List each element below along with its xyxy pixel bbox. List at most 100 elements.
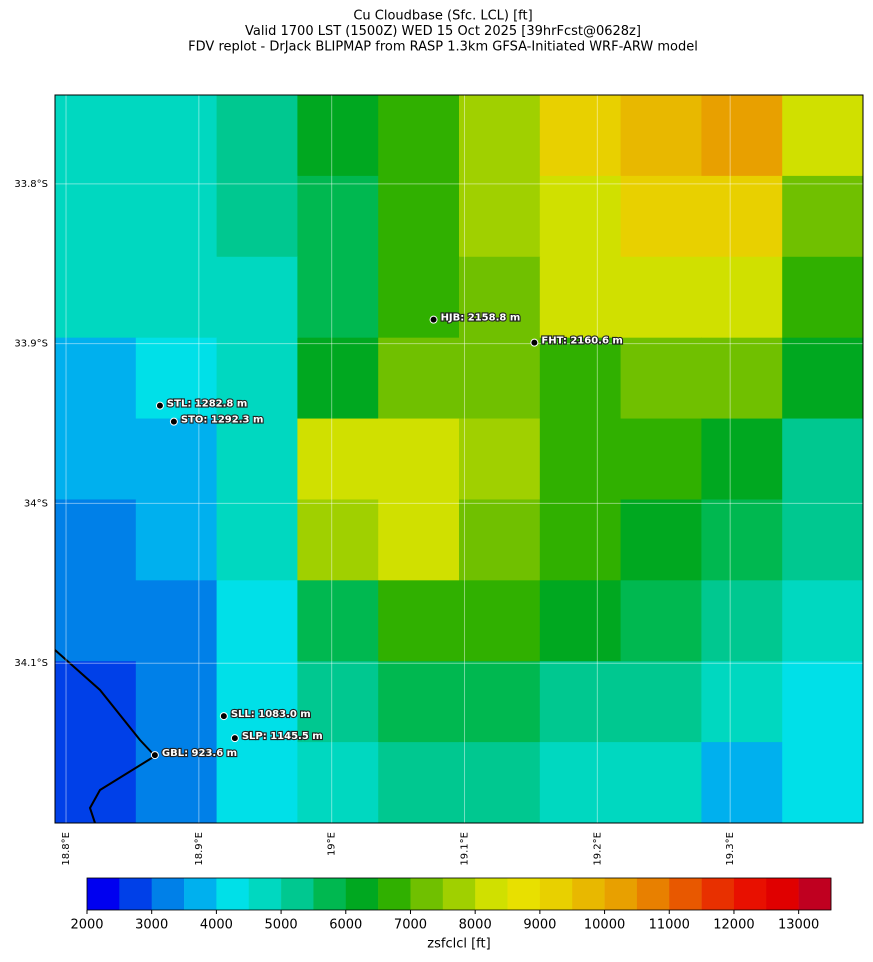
colorbar-tick-label: 11000 <box>649 918 690 933</box>
field-cell <box>620 499 702 581</box>
colorbar-swatch <box>701 878 735 910</box>
station-label: GBL: 923.6 m <box>162 748 237 759</box>
colorbar-tick-label: 2000 <box>70 918 103 933</box>
station-marker <box>155 401 164 410</box>
lon-tick-label: 19°E <box>327 832 338 856</box>
lat-tick-label: 34°S <box>24 498 48 509</box>
station-marker <box>530 338 539 347</box>
lat-tick-label: 34.1°S <box>14 658 48 669</box>
field-cell <box>55 499 137 581</box>
field-cell <box>378 661 460 743</box>
field-cell <box>378 175 460 258</box>
colorbar-swatch <box>766 878 799 910</box>
field-cell <box>55 337 137 420</box>
field-cell <box>701 418 783 500</box>
field-cell <box>297 742 379 824</box>
colorbar-swatch <box>313 878 347 910</box>
field-cell <box>135 580 218 662</box>
field-cell <box>539 661 622 743</box>
field-cell <box>459 661 541 743</box>
colorbar-swatch <box>442 878 476 910</box>
field-cell <box>459 580 541 662</box>
colorbar-tick-label: 10000 <box>584 918 625 933</box>
station-marker <box>169 417 178 426</box>
lon-tick-label: 19.2°E <box>592 832 603 866</box>
field-cell <box>378 337 460 420</box>
field-cell <box>701 580 783 662</box>
colorbar-swatch <box>151 878 185 910</box>
field-cell <box>297 337 379 420</box>
field-cell <box>55 256 137 339</box>
field-cell <box>135 661 218 743</box>
colorbar-tick-label: 3000 <box>135 918 168 933</box>
field-cell <box>620 256 702 339</box>
colorbar-swatch <box>604 878 638 910</box>
colorbar-swatch <box>539 878 573 910</box>
colorbar-label: zsfclcl [ft] <box>427 937 490 952</box>
station-label: SLP: 1145.5 m <box>242 731 323 742</box>
field-cell <box>620 580 702 662</box>
field-cell <box>701 742 783 824</box>
field-cell <box>216 661 298 743</box>
field-cell <box>135 175 218 258</box>
field-cell <box>620 337 702 420</box>
colorbar-swatch <box>87 878 120 910</box>
field-cell <box>297 95 379 177</box>
field-cell <box>539 256 622 339</box>
field-cell <box>701 95 783 177</box>
field-cell <box>135 337 218 420</box>
colorbar-tick-label: 4000 <box>200 918 233 933</box>
field-cell <box>216 499 298 581</box>
field-cell <box>782 499 864 581</box>
colorbar-swatch <box>345 878 379 910</box>
field-cell <box>701 337 783 420</box>
field-cell <box>701 661 783 743</box>
field-cell <box>135 418 218 500</box>
colorbar-swatch <box>410 878 444 910</box>
field-cell <box>620 175 702 258</box>
field-cell <box>55 175 137 258</box>
map-frame <box>54 94 864 824</box>
field-cell <box>782 337 864 420</box>
field-cell <box>620 418 702 500</box>
colorbar-frame <box>86 877 832 911</box>
field-cell <box>620 661 702 743</box>
lat-tick-label: 33.9°S <box>14 339 48 350</box>
colorbar-swatch <box>636 878 670 910</box>
colorbar-swatch <box>475 878 508 910</box>
lon-tick-label: 18.9°E <box>194 832 205 866</box>
field-cell <box>216 337 298 420</box>
station-label: STO: 1292.3 m <box>181 415 264 426</box>
station-label: STL: 1282.8 m <box>167 399 247 410</box>
field-cell <box>782 95 864 177</box>
station-label: HJB: 2158.8 m <box>441 313 521 324</box>
colorbar-tick-label: 7000 <box>394 918 427 933</box>
title-line: Cu Cloudbase (Sfc. LCL) [ft] <box>353 9 532 24</box>
colorbar-swatch <box>733 878 767 910</box>
field-cell <box>216 742 298 824</box>
field-cell <box>701 499 783 581</box>
field-cell <box>620 95 702 177</box>
colorbar-swatch <box>507 878 541 910</box>
field-cell <box>55 418 137 500</box>
colorbar-swatch <box>248 878 282 910</box>
field-cell <box>378 499 460 581</box>
field-cell <box>782 742 864 824</box>
field-cell <box>297 175 379 258</box>
colorbar-tick-label: 12000 <box>713 918 754 933</box>
field-cell <box>216 95 298 177</box>
field-cell <box>297 256 379 339</box>
colorbar-swatch <box>798 878 832 910</box>
field-cell <box>378 95 460 177</box>
field-cell <box>55 95 137 177</box>
colorbar-tick-label: 8000 <box>459 918 492 933</box>
station-label: SLL: 1083.0 m <box>231 709 311 720</box>
colorbar-swatch <box>216 878 250 910</box>
field-cell <box>135 499 218 581</box>
lon-tick-label: 19.1°E <box>460 832 471 866</box>
field-cell <box>459 175 541 258</box>
field-cell <box>782 661 864 743</box>
field-cell <box>55 742 137 824</box>
field-cell <box>539 742 622 824</box>
